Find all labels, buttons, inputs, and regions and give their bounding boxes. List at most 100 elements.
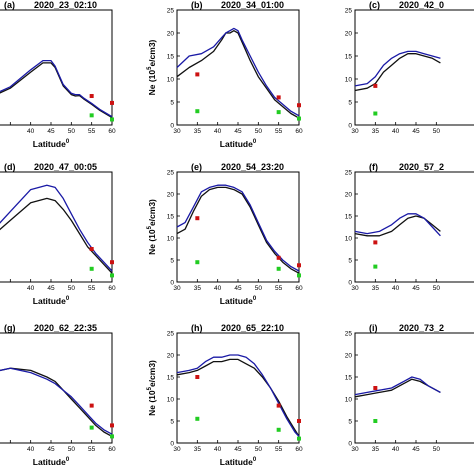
x-axis-label-superscript: 0 [66,296,70,302]
x-tick-label: 45 [234,446,242,453]
y-axis-label-part: Ne (10 [147,70,157,96]
chart-panel: 30 35 40 45 50 0 5 10 15 20 25 (c) 2020_42_0 [345,0,474,135]
plot-frame [0,332,113,444]
panel-label: (f) [369,162,378,172]
y-tick-label: 0 [170,122,174,129]
series-line [0,184,113,272]
x-tick-label: 30 [351,446,359,453]
x-tick-label: 40 [392,285,400,292]
panel-label: (h) [191,323,203,333]
y-tick-label: 20 [167,30,175,37]
x-axis-label: Latitude0 [220,296,257,306]
plot-frame [354,9,474,126]
y-tick-label: 5 [348,99,352,106]
plot-frame [176,171,300,283]
data-marker [276,255,281,260]
panel-title: 2020_73_2 [399,323,444,333]
x-tick-label: 45 [47,446,55,453]
data-marker [195,72,200,77]
x-tick-label: 55 [275,285,283,292]
x-axis-label-superscript: 0 [253,296,257,302]
series-line [176,358,300,437]
y-tick-label: 15 [345,213,353,220]
series-line [354,378,441,398]
series-line [176,354,300,437]
x-tick-label: 45 [412,285,420,292]
data-marker [276,427,281,432]
x-tick-label: 45 [412,128,420,135]
y-axis-label: Ne (105e/cm3) [147,39,157,95]
y-axis-label-part: e/cm3) [147,39,157,66]
y-tick-label: 10 [167,76,175,83]
x-tick-label: 60 [108,446,116,453]
series-line [176,27,300,117]
data-marker [373,386,378,390]
plot-frame [176,9,300,126]
data-marker [195,260,200,265]
data-marker [89,247,94,251]
y-axis-label-part: 5 [147,225,153,229]
y-axis-label-part: e/cm3) [147,199,157,226]
series-line [0,62,113,119]
x-tick-label: 55 [275,128,283,135]
series-line [0,59,113,118]
panel-title: 2020_54_23:20 [221,162,284,172]
panel-title: 2020_42_0 [399,0,444,10]
panel-label: (i) [369,323,378,333]
data-marker [195,375,200,379]
data-marker [89,113,94,118]
y-axis-label-part: e/cm3) [147,360,157,387]
panel-label: (e) [191,162,202,172]
y-tick-label: 15 [167,53,175,60]
panel-label: (c) [369,0,380,10]
y-tick-label: 0 [170,440,174,447]
panel-label: (d) [4,162,16,172]
x-tick-label: 60 [295,285,303,292]
data-marker [110,423,114,428]
panel-label: (a) [4,0,15,10]
y-axis-label-part: Ne (10 [147,390,157,416]
y-tick-label: 0 [170,279,174,286]
x-tick-label: 40 [392,128,400,135]
y-tick-label: 25 [167,169,175,176]
data-marker [195,216,200,221]
y-tick-label: 25 [345,330,353,337]
data-marker [297,263,301,268]
x-axis-label: Latitude0 [220,139,257,149]
y-tick-label: 20 [167,352,175,359]
x-tick-label: 60 [295,128,303,135]
panel-title: 2020_65_22:10 [221,323,284,333]
chart-panel: 40 45 50 55 60 (g) 2020_62_22:35 Latitude0 [0,323,116,467]
x-tick-label: 40 [27,285,35,292]
y-tick-label: 5 [348,418,352,425]
data-marker [373,111,378,116]
data-marker [110,434,114,439]
x-tick-label: 40 [214,128,222,135]
panel-title: 2020_62_22:35 [34,323,97,333]
y-tick-label: 20 [167,191,175,198]
series-line [354,215,441,237]
y-tick-label: 0 [348,440,352,447]
x-tick-label: 35 [194,128,202,135]
y-tick-label: 25 [345,7,353,14]
series-line [354,376,441,396]
data-marker [276,95,281,100]
x-tick-label: 35 [372,285,380,292]
series-line [354,53,441,92]
y-tick-label: 15 [167,213,175,220]
y-tick-label: 20 [345,352,353,359]
x-tick-label: 50 [433,446,441,453]
data-marker [195,416,200,421]
x-tick-label: 50 [255,285,263,292]
x-axis-label: Latitude0 [220,457,257,467]
data-marker [373,83,378,88]
data-marker [89,266,94,271]
series-line [354,50,441,87]
plot-frame [354,332,474,444]
series-line [176,186,300,274]
x-tick-label: 55 [88,446,96,453]
x-tick-label: 40 [27,446,35,453]
data-marker [373,240,378,245]
